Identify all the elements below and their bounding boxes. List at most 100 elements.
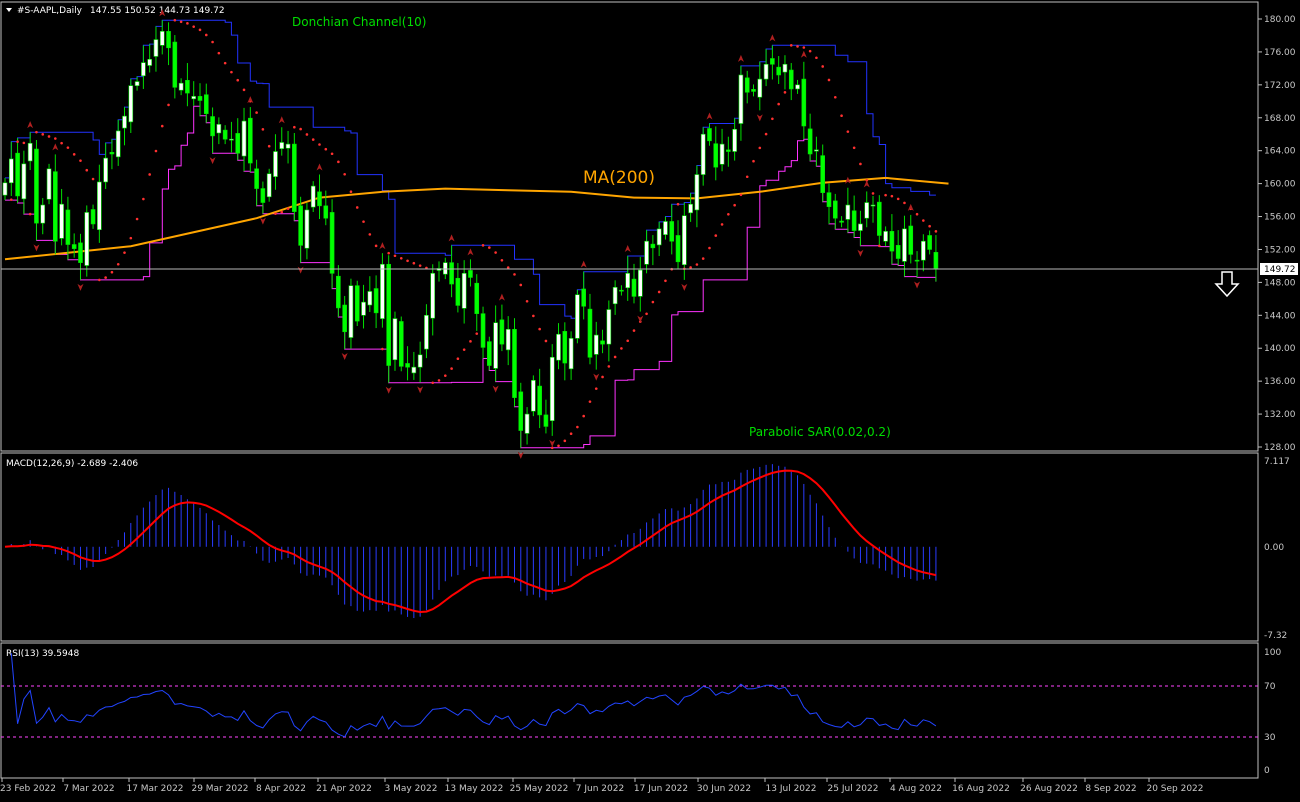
time-tick-label: 8 Sep 2022 xyxy=(1085,784,1136,794)
time-tick-label: 20 Sep 2022 xyxy=(1146,784,1203,794)
candle-body xyxy=(2,182,8,196)
fractal-down-marker xyxy=(857,249,864,257)
time-tick-label: 25 May 2022 xyxy=(510,784,569,794)
candle-body xyxy=(518,391,524,431)
fractal-up-marker xyxy=(448,234,455,242)
sar-dot xyxy=(41,133,45,136)
sar-dot xyxy=(928,224,931,228)
sar-dot xyxy=(626,339,630,343)
ma200-line xyxy=(4,176,949,261)
time-tick-label: 17 Jun 2022 xyxy=(634,784,688,794)
macd-tick-max: 7.117 xyxy=(1264,457,1290,467)
sar-dot xyxy=(22,141,26,145)
sar-dot xyxy=(318,143,321,146)
macd-header: MACD(12,26,9) -2.689 -2.406 xyxy=(6,459,138,469)
candle-body xyxy=(933,252,939,269)
macd-panel-frame xyxy=(0,452,1259,642)
sar-dot xyxy=(777,102,780,106)
parabolic-sar xyxy=(9,18,938,450)
candle-body xyxy=(587,308,593,358)
candle-body xyxy=(795,84,800,90)
sar-dot xyxy=(324,147,328,151)
sar-dot xyxy=(701,257,705,260)
sar-dot xyxy=(337,160,340,164)
candle-body xyxy=(600,340,605,345)
candle-body xyxy=(625,273,631,289)
sar-dot xyxy=(299,127,302,131)
sar-dot xyxy=(582,414,585,418)
candle-body xyxy=(593,334,599,355)
sar-dot xyxy=(846,130,850,133)
candle-body xyxy=(663,221,668,235)
candle-body xyxy=(153,39,159,57)
candle-body xyxy=(637,269,643,297)
candle-body xyxy=(682,215,687,265)
fractal-down-marker xyxy=(681,283,688,291)
sar-dot xyxy=(91,177,95,181)
sar-dot xyxy=(28,212,32,216)
sar-dot xyxy=(676,202,680,206)
sar-dot xyxy=(519,283,523,287)
sar-dot xyxy=(311,138,315,141)
fractal-down-marker xyxy=(341,353,348,361)
candle-body xyxy=(21,163,27,200)
fractal-up-marker xyxy=(379,242,386,250)
sar-dot xyxy=(827,78,831,82)
price-tick-label: 156.00 xyxy=(1264,213,1296,223)
candle-body xyxy=(807,128,813,155)
candle-body xyxy=(487,341,492,366)
macd-signal-line xyxy=(4,469,937,614)
sar-dot xyxy=(525,299,529,303)
candle-body xyxy=(241,120,247,157)
time-tick-label: 30 Jun 2022 xyxy=(697,784,751,794)
sar-dot xyxy=(576,425,579,429)
sar-dot xyxy=(789,44,793,47)
candle-body xyxy=(581,288,586,307)
sar-dot xyxy=(645,312,648,316)
sar-dot xyxy=(179,20,183,24)
candle-body xyxy=(380,263,385,319)
candle-body xyxy=(329,212,335,274)
candle-body xyxy=(575,294,580,339)
dropdown-triangle-icon[interactable] xyxy=(6,8,12,12)
sar-dot xyxy=(506,266,510,269)
candle-body xyxy=(688,203,693,214)
sar-dot xyxy=(739,193,743,197)
candle-body xyxy=(858,223,863,231)
candle-body xyxy=(222,129,228,140)
fractal-down-marker xyxy=(517,451,524,459)
sar-dot xyxy=(922,219,925,222)
price-tick-label: 168.00 xyxy=(1264,114,1296,124)
macd-tick-min: -7.32 xyxy=(1264,631,1287,641)
candle-body xyxy=(97,181,102,231)
sar-dot xyxy=(387,251,390,255)
candle-body xyxy=(71,244,77,249)
candle-body xyxy=(839,220,844,223)
candle-body xyxy=(34,148,39,224)
candle-body xyxy=(832,200,838,219)
candle-body xyxy=(354,285,360,322)
candle-body xyxy=(134,81,140,86)
candle-body xyxy=(864,202,870,219)
sar-dot xyxy=(878,244,881,248)
fractal-up-marker xyxy=(278,116,285,124)
candle-body xyxy=(619,289,624,292)
price-panel-frame xyxy=(0,1,1259,452)
candle-body xyxy=(203,94,209,114)
rsi-tick-70: 70 xyxy=(1264,682,1276,692)
sar-dot xyxy=(494,251,497,254)
rsi-line xyxy=(10,653,937,738)
fractal-down-marker xyxy=(385,386,392,394)
candle-body xyxy=(738,74,744,124)
down-arrow-icon xyxy=(1214,271,1240,298)
sar-dot xyxy=(9,198,13,201)
candle-body xyxy=(669,221,675,242)
candle-body xyxy=(141,62,146,77)
time-tick-label: 7 Jun 2022 xyxy=(576,784,624,794)
candle-body xyxy=(556,333,561,361)
candle-body xyxy=(889,231,895,252)
candle-body xyxy=(310,185,316,208)
sar-dot xyxy=(714,234,718,237)
sar-dot xyxy=(802,46,806,49)
